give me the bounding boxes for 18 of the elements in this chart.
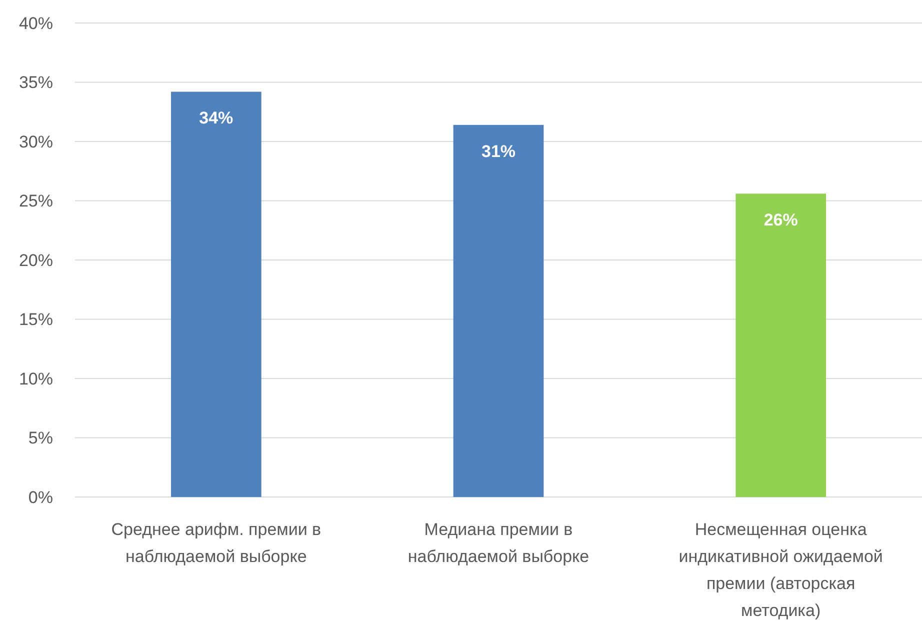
- y-tick-label: 0%: [28, 488, 53, 507]
- y-tick-label: 15%: [18, 310, 53, 330]
- y-tick-label: 30%: [18, 132, 53, 152]
- y-tick-label: 20%: [18, 250, 53, 270]
- x-tick-label: Несмещенная оценка индикативной ожидаемой премии (авторская методика): [678, 520, 883, 620]
- bar: [736, 194, 826, 497]
- y-tick-label: 25%: [18, 192, 53, 211]
- y-tick-label: 10%: [18, 369, 53, 388]
- x-tick-label: Медиана премии в наблюдаемой выборке: [408, 520, 590, 566]
- bar: [170, 92, 262, 497]
- y-tick-label: 5%: [28, 428, 53, 448]
- x-tick-label: Среднее арифм. премии в наблюдаемой выборке: [111, 520, 322, 566]
- data-label: 26%: [764, 210, 798, 230]
- data-label: 34%: [199, 108, 234, 128]
- y-tick-label: 35%: [18, 73, 53, 92]
- y-tick-label: 40%: [18, 14, 53, 33]
- data-label: 31%: [481, 142, 516, 161]
- bar: [453, 124, 544, 497]
